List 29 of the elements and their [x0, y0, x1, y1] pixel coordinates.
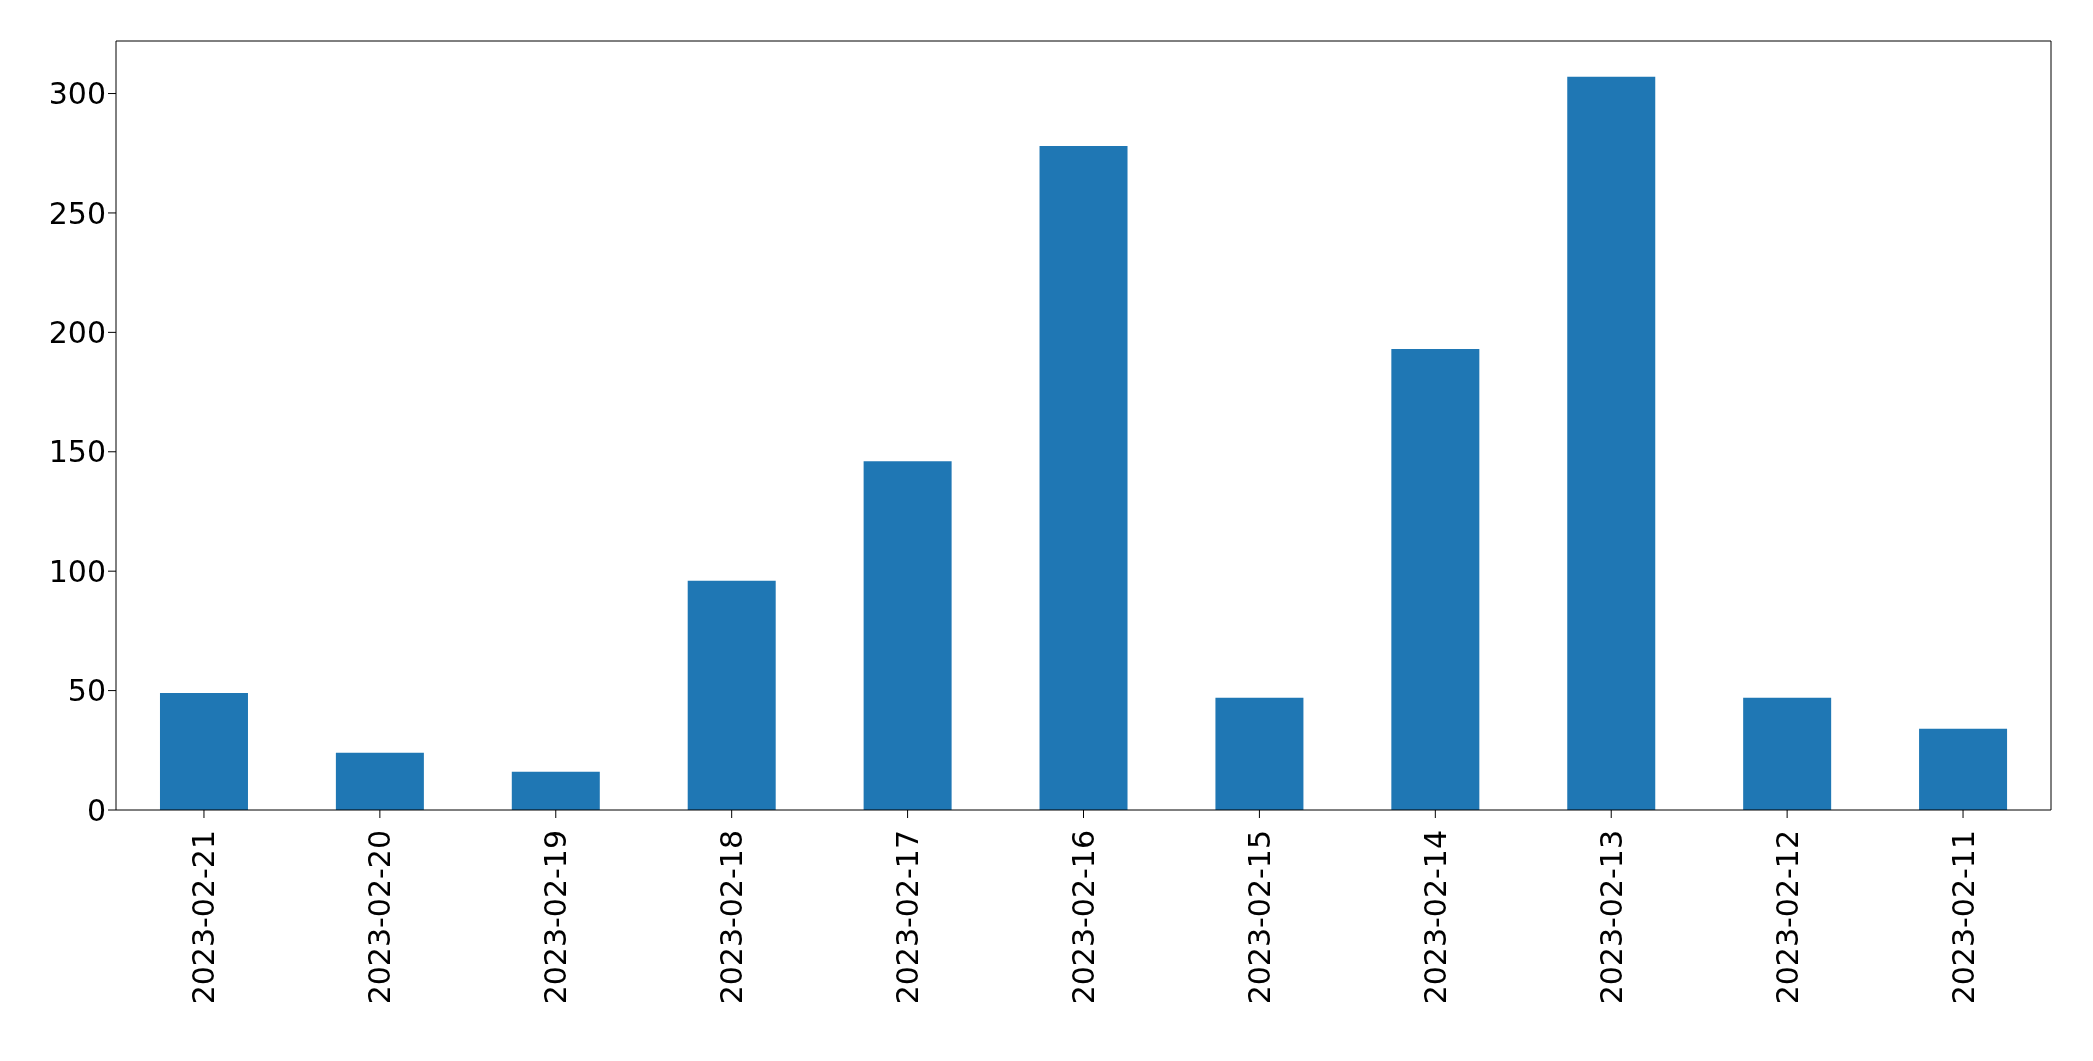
x-tick-label: 2023-02-14: [1417, 830, 1453, 1005]
bar: [511, 771, 600, 810]
bar: [159, 692, 248, 810]
bar: [1743, 697, 1832, 810]
y-tick-label: 100: [48, 553, 106, 589]
bar: [1039, 146, 1128, 810]
y-tick-label: 50: [67, 673, 106, 709]
bar: [863, 461, 952, 810]
bar: [687, 580, 776, 810]
x-tick-label: 2023-02-11: [1945, 830, 1981, 1005]
y-tick-label: 300: [48, 76, 106, 112]
bar: [1215, 697, 1304, 810]
x-tick-label: 2023-02-15: [1241, 830, 1277, 1005]
x-tick-label: 2023-02-19: [538, 830, 574, 1005]
y-tick-label: 200: [48, 315, 106, 351]
x-tick-label: 2023-02-21: [186, 830, 222, 1005]
bar: [1919, 728, 2008, 810]
x-tick-label: 2023-02-13: [1593, 830, 1629, 1005]
y-tick-label: 0: [86, 792, 106, 828]
bar: [1567, 76, 1656, 810]
x-tick-label: 2023-02-20: [362, 830, 398, 1005]
y-tick-label: 150: [48, 434, 106, 470]
y-tick-label: 250: [48, 195, 106, 231]
bar: [335, 752, 424, 810]
x-tick-label: 2023-02-18: [714, 830, 750, 1005]
x-tick-label: 2023-02-12: [1769, 830, 1805, 1005]
bar: [1391, 349, 1480, 810]
x-tick-label: 2023-02-16: [1066, 830, 1101, 1005]
x-tick-label: 2023-02-17: [890, 830, 926, 1005]
